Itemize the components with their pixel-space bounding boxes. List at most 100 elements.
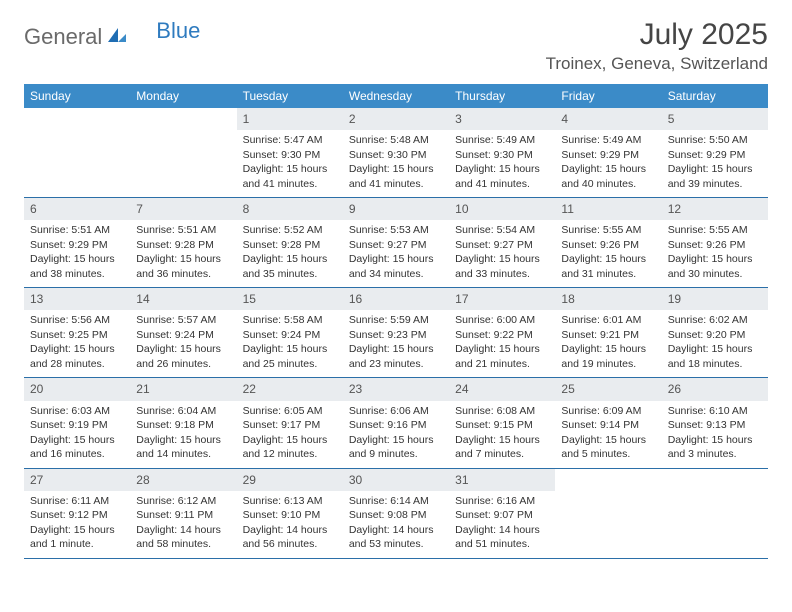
day-body: Sunrise: 5:55 AMSunset: 9:26 PMDaylight:… <box>662 220 768 287</box>
day-cell: 21Sunrise: 6:04 AMSunset: 9:18 PMDayligh… <box>130 378 236 467</box>
day-body: Sunrise: 6:01 AMSunset: 9:21 PMDaylight:… <box>555 310 661 377</box>
day-body: Sunrise: 5:49 AMSunset: 9:29 PMDaylight:… <box>555 130 661 197</box>
daylight-text: Daylight: 14 hours and 53 minutes. <box>349 523 443 552</box>
sunset-text: Sunset: 9:29 PM <box>668 148 762 162</box>
day-body: Sunrise: 5:53 AMSunset: 9:27 PMDaylight:… <box>343 220 449 287</box>
daylight-text: Daylight: 15 hours and 26 minutes. <box>136 342 230 371</box>
sunrise-text: Sunrise: 5:57 AM <box>136 313 230 327</box>
daylight-text: Daylight: 15 hours and 19 minutes. <box>561 342 655 371</box>
day-body: Sunrise: 6:16 AMSunset: 9:07 PMDaylight:… <box>449 491 555 558</box>
sunrise-text: Sunrise: 6:04 AM <box>136 404 230 418</box>
sunset-text: Sunset: 9:29 PM <box>30 238 124 252</box>
day-header-row: SundayMondayTuesdayWednesdayThursdayFrid… <box>24 84 768 108</box>
sunrise-text: Sunrise: 5:47 AM <box>243 133 337 147</box>
sunset-text: Sunset: 9:19 PM <box>30 418 124 432</box>
daylight-text: Daylight: 15 hours and 35 minutes. <box>243 252 337 281</box>
daylight-text: Daylight: 15 hours and 16 minutes. <box>30 433 124 462</box>
day-cell: 11Sunrise: 5:55 AMSunset: 9:26 PMDayligh… <box>555 198 661 287</box>
sunset-text: Sunset: 9:21 PM <box>561 328 655 342</box>
day-number: 20 <box>24 378 130 400</box>
day-cell: 23Sunrise: 6:06 AMSunset: 9:16 PMDayligh… <box>343 378 449 467</box>
day-header-wednesday: Wednesday <box>343 84 449 108</box>
sunset-text: Sunset: 9:26 PM <box>561 238 655 252</box>
day-number: 24 <box>449 378 555 400</box>
day-body: Sunrise: 5:47 AMSunset: 9:30 PMDaylight:… <box>237 130 343 197</box>
calendar-grid: SundayMondayTuesdayWednesdayThursdayFrid… <box>24 84 768 559</box>
day-cell: 18Sunrise: 6:01 AMSunset: 9:21 PMDayligh… <box>555 288 661 377</box>
daylight-text: Daylight: 15 hours and 41 minutes. <box>243 162 337 191</box>
daylight-text: Daylight: 15 hours and 12 minutes. <box>243 433 337 462</box>
daylight-text: Daylight: 14 hours and 58 minutes. <box>136 523 230 552</box>
day-cell: 13Sunrise: 5:56 AMSunset: 9:25 PMDayligh… <box>24 288 130 377</box>
day-body: Sunrise: 5:51 AMSunset: 9:28 PMDaylight:… <box>130 220 236 287</box>
day-body: Sunrise: 6:10 AMSunset: 9:13 PMDaylight:… <box>662 401 768 468</box>
sunset-text: Sunset: 9:27 PM <box>455 238 549 252</box>
day-number: 22 <box>237 378 343 400</box>
sunrise-text: Sunrise: 5:53 AM <box>349 223 443 237</box>
day-number: 12 <box>662 198 768 220</box>
day-number: 23 <box>343 378 449 400</box>
day-body: Sunrise: 5:49 AMSunset: 9:30 PMDaylight:… <box>449 130 555 197</box>
day-number: 4 <box>555 108 661 130</box>
day-cell: 20 Sunrise: 6:03 AMSunset: 9:19 PMDayligh… <box>24 378 130 467</box>
daylight-text: Daylight: 15 hours and 33 minutes. <box>455 252 549 281</box>
week-row: 1Sunrise: 5:47 AMSunset: 9:30 PMDaylight… <box>24 108 768 198</box>
day-header-thursday: Thursday <box>449 84 555 108</box>
day-number: 18 <box>555 288 661 310</box>
day-cell: 24Sunrise: 6:08 AMSunset: 9:15 PMDayligh… <box>449 378 555 467</box>
day-number: 2 <box>343 108 449 130</box>
sunrise-text: Sunrise: 6:12 AM <box>136 494 230 508</box>
sunrise-text: Sunrise: 6:13 AM <box>243 494 337 508</box>
daylight-text: Daylight: 15 hours and 28 minutes. <box>30 342 124 371</box>
week-row: 6Sunrise: 5:51 AMSunset: 9:29 PMDaylight… <box>24 198 768 288</box>
sunrise-text: Sunrise: 6:03 AM <box>30 404 124 418</box>
day-body: Sunrise: 6:06 AMSunset: 9:16 PMDaylight:… <box>343 401 449 468</box>
sunset-text: Sunset: 9:14 PM <box>561 418 655 432</box>
day-number: 3 <box>449 108 555 130</box>
day-body: Sunrise: 5:59 AMSunset: 9:23 PMDaylight:… <box>343 310 449 377</box>
day-cell: 1Sunrise: 5:47 AMSunset: 9:30 PMDaylight… <box>237 108 343 197</box>
day-cell: 29Sunrise: 6:13 AMSunset: 9:10 PMDayligh… <box>237 469 343 558</box>
daylight-text: Daylight: 14 hours and 51 minutes. <box>455 523 549 552</box>
day-body: Sunrise: 5:48 AMSunset: 9:30 PMDaylight:… <box>343 130 449 197</box>
day-body: Sunrise: 6:00 AMSunset: 9:22 PMDaylight:… <box>449 310 555 377</box>
day-number: 27 <box>24 469 130 491</box>
logo-sail-icon <box>106 24 128 50</box>
sunset-text: Sunset: 9:29 PM <box>561 148 655 162</box>
sunrise-text: Sunrise: 6:09 AM <box>561 404 655 418</box>
sunset-text: Sunset: 9:17 PM <box>243 418 337 432</box>
sunset-text: Sunset: 9:26 PM <box>668 238 762 252</box>
daylight-text: Daylight: 15 hours and 41 minutes. <box>455 162 549 191</box>
day-number: 1 <box>237 108 343 130</box>
empty-cell <box>130 108 236 197</box>
sunrise-text: Sunrise: 6:16 AM <box>455 494 549 508</box>
day-cell: 30Sunrise: 6:14 AMSunset: 9:08 PMDayligh… <box>343 469 449 558</box>
sunrise-text: Sunrise: 6:10 AM <box>668 404 762 418</box>
sunset-text: Sunset: 9:20 PM <box>668 328 762 342</box>
daylight-text: Daylight: 15 hours and 34 minutes. <box>349 252 443 281</box>
sunrise-text: Sunrise: 5:51 AM <box>136 223 230 237</box>
empty-cell <box>24 108 130 197</box>
day-number: 31 <box>449 469 555 491</box>
day-cell: 9Sunrise: 5:53 AMSunset: 9:27 PMDaylight… <box>343 198 449 287</box>
day-body: Sunrise: 5:55 AMSunset: 9:26 PMDaylight:… <box>555 220 661 287</box>
sunrise-text: Sunrise: 5:49 AM <box>561 133 655 147</box>
daylight-text: Daylight: 15 hours and 21 minutes. <box>455 342 549 371</box>
day-number: 16 <box>343 288 449 310</box>
sunset-text: Sunset: 9:27 PM <box>349 238 443 252</box>
day-number: 15 <box>237 288 343 310</box>
day-header-monday: Monday <box>130 84 236 108</box>
day-cell: 31Sunrise: 6:16 AMSunset: 9:07 PMDayligh… <box>449 469 555 558</box>
sunrise-text: Sunrise: 6:08 AM <box>455 404 549 418</box>
day-cell: 28Sunrise: 6:12 AMSunset: 9:11 PMDayligh… <box>130 469 236 558</box>
sunset-text: Sunset: 9:23 PM <box>349 328 443 342</box>
sunset-text: Sunset: 9:30 PM <box>455 148 549 162</box>
sunset-text: Sunset: 9:30 PM <box>243 148 337 162</box>
day-number: 7 <box>130 198 236 220</box>
month-title: July 2025 <box>546 18 768 52</box>
sunrise-text: Sunrise: 5:58 AM <box>243 313 337 327</box>
week-row: 13Sunrise: 5:56 AMSunset: 9:25 PMDayligh… <box>24 288 768 378</box>
sunset-text: Sunset: 9:12 PM <box>30 508 124 522</box>
day-body: Sunrise: 6:12 AMSunset: 9:11 PMDaylight:… <box>130 491 236 558</box>
day-body: Sunrise: 6:11 AMSunset: 9:12 PMDaylight:… <box>24 491 130 558</box>
